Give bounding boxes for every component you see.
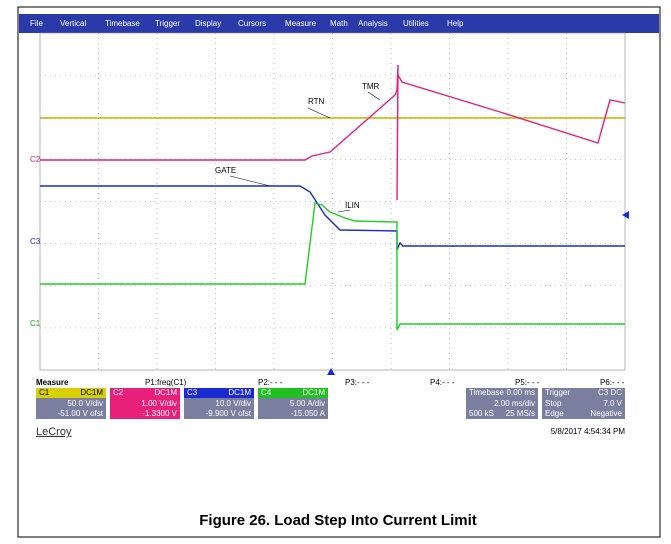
- channel-body: [36, 398, 106, 419]
- menu-item: Analysis: [358, 19, 388, 28]
- trigger-source: C3 DC: [598, 388, 622, 397]
- brand: LeCroy: [36, 426, 72, 438]
- trigger-mode: Stop: [545, 399, 562, 408]
- trace-label: TMR: [362, 82, 380, 91]
- trigger-marker: [327, 368, 335, 375]
- channel-name: C4: [261, 388, 272, 397]
- trigger-box: [542, 388, 625, 419]
- menu-bar: [19, 14, 659, 33]
- measure-header: P4:- - -: [430, 378, 455, 387]
- menu-item: Cursors: [238, 19, 266, 28]
- channel-header: [184, 388, 254, 398]
- timebase-box: [466, 388, 538, 419]
- channel-coupling: DC1M: [154, 388, 177, 397]
- channel-marker: C3: [30, 237, 41, 246]
- trigger-level: 7.0 V: [603, 399, 622, 408]
- channel-coupling: DC1M: [302, 388, 325, 397]
- measure-header: P1:freq(C1): [145, 378, 187, 387]
- grid: [40, 33, 625, 370]
- trace-label: GATE: [215, 166, 236, 175]
- channel-name: C3: [187, 388, 198, 397]
- timebase-scale: 2.00 ms/div: [494, 399, 535, 408]
- channel-name: C2: [113, 388, 124, 397]
- trigger-label: Trigger: [545, 388, 570, 397]
- channel-scale: 5.00 A/div: [290, 399, 325, 408]
- measure-header: P3:- - -: [345, 378, 370, 387]
- measure-header: Measure: [36, 378, 69, 387]
- timebase-rate: 25 MS/s: [506, 409, 535, 418]
- leader: [307, 107, 331, 119]
- channel-scale: 10.0 V/div: [215, 399, 251, 408]
- trigger-slope: Negative: [590, 409, 622, 418]
- channel-offset: -51.00 V ofst: [58, 409, 104, 418]
- trace-label: ILIN: [345, 201, 360, 210]
- trace-tmr: [40, 64, 626, 201]
- leader: [229, 175, 271, 187]
- channel-body: [110, 398, 180, 419]
- timebase-samples: 500 kS: [469, 409, 494, 418]
- menu-item: Vertical: [60, 19, 86, 28]
- channel-offset: -15.050 A: [291, 409, 326, 418]
- menu-item: Trigger: [155, 19, 180, 28]
- channel-header: [110, 388, 180, 398]
- channel-body: [258, 398, 328, 419]
- menu-item: File: [30, 19, 43, 28]
- measure-header: P2:- - -: [258, 378, 283, 387]
- channel-marker: C1: [30, 319, 41, 328]
- trace-label: RTN: [308, 97, 325, 106]
- channel-header: [258, 388, 328, 398]
- measure-header: P5:- - -: [515, 378, 540, 387]
- menu-item: Measure: [285, 19, 317, 28]
- menu-item: Math: [330, 19, 348, 28]
- leader: [337, 209, 351, 213]
- trace-gate: [40, 185, 625, 251]
- channel-body: [184, 398, 254, 419]
- channel-offset: -9.900 V ofst: [206, 409, 252, 418]
- measure-header: P6:- - -: [600, 378, 625, 387]
- menu-item: Help: [447, 19, 464, 28]
- trigger-level-marker: [622, 211, 629, 219]
- channel-scale: 1.00 V/div: [141, 399, 177, 408]
- trigger-type: Edge: [545, 409, 564, 418]
- menu-item: Utilities: [403, 19, 429, 28]
- channel-name: C1: [39, 388, 50, 397]
- timestamp: 5/8/2017 4:54:34 PM: [551, 427, 626, 436]
- menu-item: Timebase: [105, 19, 140, 28]
- timebase-delay: 0.00 ms: [507, 388, 535, 397]
- channel-coupling: DC1M: [228, 388, 251, 397]
- menu-item: Display: [195, 19, 221, 28]
- caption: Figure 26. Load Step Into Current Limit: [199, 512, 477, 529]
- channel-marker: C2: [30, 155, 41, 164]
- channel-header: [36, 388, 106, 398]
- timebase-label: Timebase: [469, 388, 504, 397]
- leader: [367, 91, 381, 101]
- channel-scale: 50.0 V/div: [67, 399, 103, 408]
- channel-offset: -1.3300 V: [142, 409, 177, 418]
- trace-ilin: [40, 202, 625, 331]
- channel-coupling: DC1M: [80, 388, 103, 397]
